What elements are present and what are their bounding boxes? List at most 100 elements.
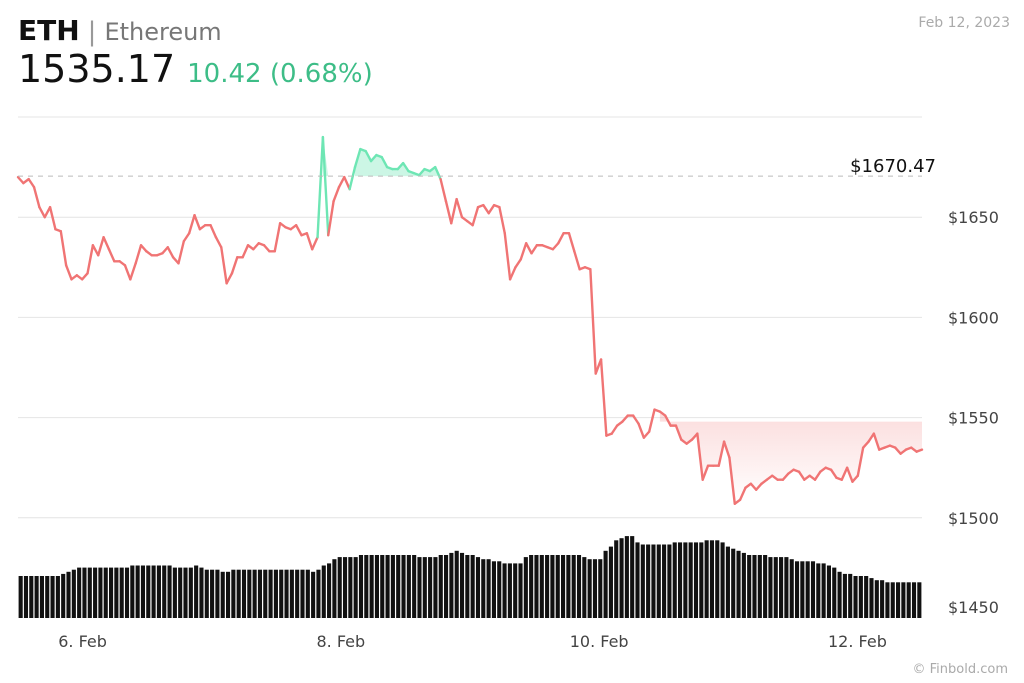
price-segment <box>557 232 565 245</box>
price-segment <box>364 149 373 163</box>
price-segment <box>621 414 629 423</box>
volume-bar <box>348 557 353 618</box>
volume-bar <box>529 555 534 618</box>
price-segment <box>856 446 865 477</box>
volume-bar <box>353 557 358 618</box>
price-segment <box>637 422 646 439</box>
price-segment <box>829 468 838 479</box>
volume-bar <box>417 557 422 618</box>
price-segment <box>498 205 506 235</box>
price-segment <box>599 358 608 437</box>
volume-bar <box>640 544 645 618</box>
volume-bar <box>199 567 204 618</box>
volume-bar <box>619 538 624 618</box>
volume-axis-label: $1450 <box>948 598 999 617</box>
price-segment <box>182 232 191 243</box>
volume-bar <box>93 567 98 618</box>
y-tick-label: $1650 <box>948 208 999 227</box>
volume-bar <box>497 561 502 618</box>
price-segment <box>530 244 539 255</box>
price-segment <box>86 244 95 275</box>
price-segment <box>701 464 710 481</box>
price-segment <box>524 242 533 255</box>
price-segment <box>503 232 512 281</box>
volume-bar <box>103 567 108 618</box>
volume-bar <box>444 555 449 618</box>
volume-bar <box>874 580 879 618</box>
price-segment <box>401 161 410 173</box>
volume-bar <box>380 555 385 618</box>
volume-bar <box>140 565 146 618</box>
volume-bar <box>858 576 863 618</box>
volume-bar <box>167 565 172 618</box>
volume-bar <box>470 555 475 618</box>
price-segment <box>209 224 218 239</box>
volume-bar <box>603 550 608 618</box>
volume-bar <box>316 569 321 618</box>
volume-bar <box>146 565 151 618</box>
volume-bar <box>374 555 379 618</box>
price-segment <box>455 197 464 219</box>
price-segment <box>797 470 806 481</box>
price-segment <box>305 232 314 251</box>
volume-bar <box>566 555 571 618</box>
price-segment <box>867 432 876 443</box>
source-credit: © Finbold.com <box>912 662 1008 677</box>
volume-bar <box>704 540 709 618</box>
price-segment <box>123 264 132 281</box>
volume-bar <box>449 552 454 618</box>
price-segment <box>48 205 57 231</box>
price-segment <box>369 153 378 163</box>
volume-bar <box>667 544 672 618</box>
price-segment <box>327 199 335 237</box>
price-segment <box>813 470 822 481</box>
volume-bar <box>911 582 917 618</box>
volume-bar <box>853 576 858 618</box>
volume-bar <box>784 557 789 618</box>
price-segment <box>193 213 202 231</box>
loss-area <box>659 411 922 504</box>
price-segment <box>696 432 704 481</box>
volume-bar <box>342 557 348 618</box>
price-segment <box>396 161 405 171</box>
price-segment <box>738 486 747 501</box>
volume-bar <box>662 544 667 618</box>
price-segment <box>91 244 100 257</box>
price-segment <box>551 242 560 251</box>
fill-areas <box>322 137 922 504</box>
volume-bar <box>561 555 566 618</box>
price-segment <box>754 482 763 491</box>
price-segment <box>434 165 442 181</box>
volume-bar <box>332 559 337 618</box>
price-segment <box>482 203 490 215</box>
volume-bar <box>837 571 842 618</box>
volume-bar <box>635 542 640 618</box>
volume-bar <box>736 550 741 618</box>
volume-bar <box>842 573 847 618</box>
price-segment <box>417 167 426 177</box>
price-segment <box>43 205 52 219</box>
price-segment <box>214 236 223 249</box>
volume-bar <box>864 576 869 618</box>
price-segment <box>722 440 731 459</box>
volume-bar <box>204 569 209 618</box>
volume-bar <box>656 544 661 618</box>
volume-bar <box>715 540 720 618</box>
volume-bar <box>677 542 683 618</box>
price-segment <box>589 268 597 375</box>
price-segment <box>177 240 186 265</box>
price-segment <box>27 177 36 189</box>
volume-bar <box>507 563 512 618</box>
y-axis: $1500 $1550 $1600 $1650 $1450 <box>948 208 999 617</box>
volume-bar <box>50 576 55 618</box>
volume-bar <box>481 559 486 618</box>
volume-bar <box>614 540 619 618</box>
price-segment <box>508 266 517 281</box>
volume-bar <box>816 563 821 618</box>
title-separator: | <box>87 17 97 47</box>
price-segment <box>273 222 282 253</box>
gain-area <box>322 137 441 177</box>
volume-bar <box>257 569 263 618</box>
volume-bar <box>741 552 746 618</box>
volume-bar <box>98 567 103 618</box>
